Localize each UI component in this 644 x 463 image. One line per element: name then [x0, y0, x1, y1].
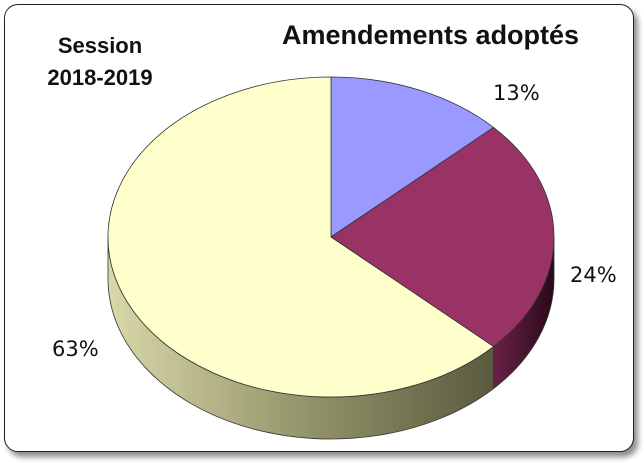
- chart-title: Amendements adoptés: [282, 20, 580, 50]
- slice-labels: 13% 24% 63%: [52, 81, 617, 361]
- subtitle-line-1: Session: [57, 33, 143, 58]
- pie-tops: [107, 76, 555, 398]
- chart-subtitle: Session 2018-2019: [20, 30, 180, 94]
- slice-label-24: 24%: [570, 263, 617, 287]
- subtitle-line-2: 2018-2019: [47, 65, 153, 90]
- pie-slice-13: [330, 76, 495, 238]
- pie-slice-24: [330, 126, 555, 348]
- slice-label-13: 13%: [493, 81, 540, 105]
- pie-slice-63: [107, 76, 495, 398]
- slice-label-63: 63%: [52, 337, 99, 361]
